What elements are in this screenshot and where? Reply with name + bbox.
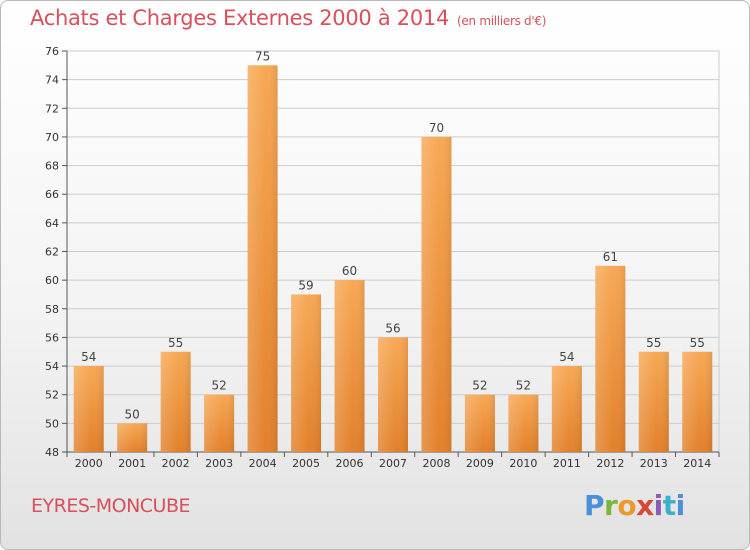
y-tick-label: 56 [45,331,59,344]
y-tick-label: 54 [45,360,59,373]
bar-shade-2002 [160,351,191,452]
bar-shade-2004 [247,65,278,453]
bar-shade-2010 [508,394,539,452]
y-tick-label: 68 [45,160,59,173]
y-tick-label: 50 [45,417,59,430]
logo-letter: r [604,489,618,522]
bar-shade-2007 [378,337,408,452]
data-label-2008: 70 [429,121,444,135]
x-tick-label-2014: 2014 [683,457,711,470]
x-tick-label-2010: 2010 [509,457,537,470]
data-label-2003: 52 [211,379,226,393]
logo-letter: t [662,489,676,522]
bar-shade-2008 [421,136,452,452]
x-tick-label-2000: 2000 [75,457,103,470]
logo-letter: x [636,489,654,522]
y-tick-label: 64 [45,217,59,230]
x-tick-label-2008: 2008 [422,457,450,470]
x-tick-label-2005: 2005 [292,457,320,470]
logo-letter: P [584,489,605,522]
logo-letter: i [675,489,686,522]
y-tick-label: 66 [45,188,59,201]
bar-shade-2013 [638,351,669,452]
bar-shade-2011 [551,366,582,452]
y-tick-label: 48 [45,446,59,459]
bar-shade-2014 [682,351,713,452]
logo-letter: i [653,489,664,522]
data-label-2002: 55 [168,336,183,350]
bar-shade-2012 [595,265,626,452]
x-tick-label-2012: 2012 [596,457,624,470]
chart-title-text: Achats et Charges Externes 2000 à 2014 [30,6,450,30]
chart-title: Achats et Charges Externes 2000 à 2014 (e… [30,6,546,30]
bar-shade-2006 [334,280,365,452]
bar-shade-2000 [73,366,104,452]
x-tick-label-2007: 2007 [379,457,407,470]
y-tick-label: 52 [45,389,59,402]
axes: 48 50 52 54 56 58 60 62 64 66 68 70 72 74 76 2000 2001 20… [45,45,720,470]
data-label-2007: 56 [385,321,400,335]
y-tick-label: 76 [45,45,59,58]
x-tick-label-2001: 2001 [118,457,146,470]
y-tick-label: 72 [45,102,59,115]
data-label-2004: 75 [255,49,270,63]
x-tick-label-2003: 2003 [205,457,233,470]
x-tick-label-2002: 2002 [162,457,190,470]
bar-shade-2003 [204,394,235,452]
logo-letter: o [617,489,637,522]
data-label-2005: 59 [298,278,313,292]
bar-shade-2005 [291,294,322,452]
y-tick-label: 74 [45,74,59,87]
commune-name: EYRES-MONCUBE [31,495,191,517]
data-label-2000: 54 [81,350,96,364]
bar-shade-2009 [464,394,495,452]
y-tick-label: 70 [45,131,59,144]
data-label-2011: 54 [559,350,574,364]
data-label-2001: 50 [125,407,140,421]
data-label-2014: 55 [690,336,705,350]
bars [73,65,713,453]
x-tick-label-2013: 2013 [640,457,668,470]
x-tick-label-2011: 2011 [553,457,581,470]
x-tick-label-2006: 2006 [336,457,364,470]
y-tick-label: 62 [45,246,59,259]
y-tick-label: 60 [45,274,59,287]
data-labels: 54 50 55 52 75 59 60 56 70 52 52 54 61 55 55 [81,49,705,421]
y-tick-label: 58 [45,303,59,316]
x-tick-label-2004: 2004 [249,457,277,470]
data-label-2006: 60 [342,264,357,278]
data-label-2010: 52 [516,379,531,393]
data-label-2013: 55 [646,336,661,350]
data-label-2009: 52 [472,379,487,393]
x-tick-label-2009: 2009 [466,457,494,470]
proxiti-logo: Proxiti [584,489,685,522]
data-label-2012: 61 [603,250,618,264]
chart-subtitle: (en milliers d'€) [457,14,547,28]
bar-shade-2001 [117,423,148,452]
